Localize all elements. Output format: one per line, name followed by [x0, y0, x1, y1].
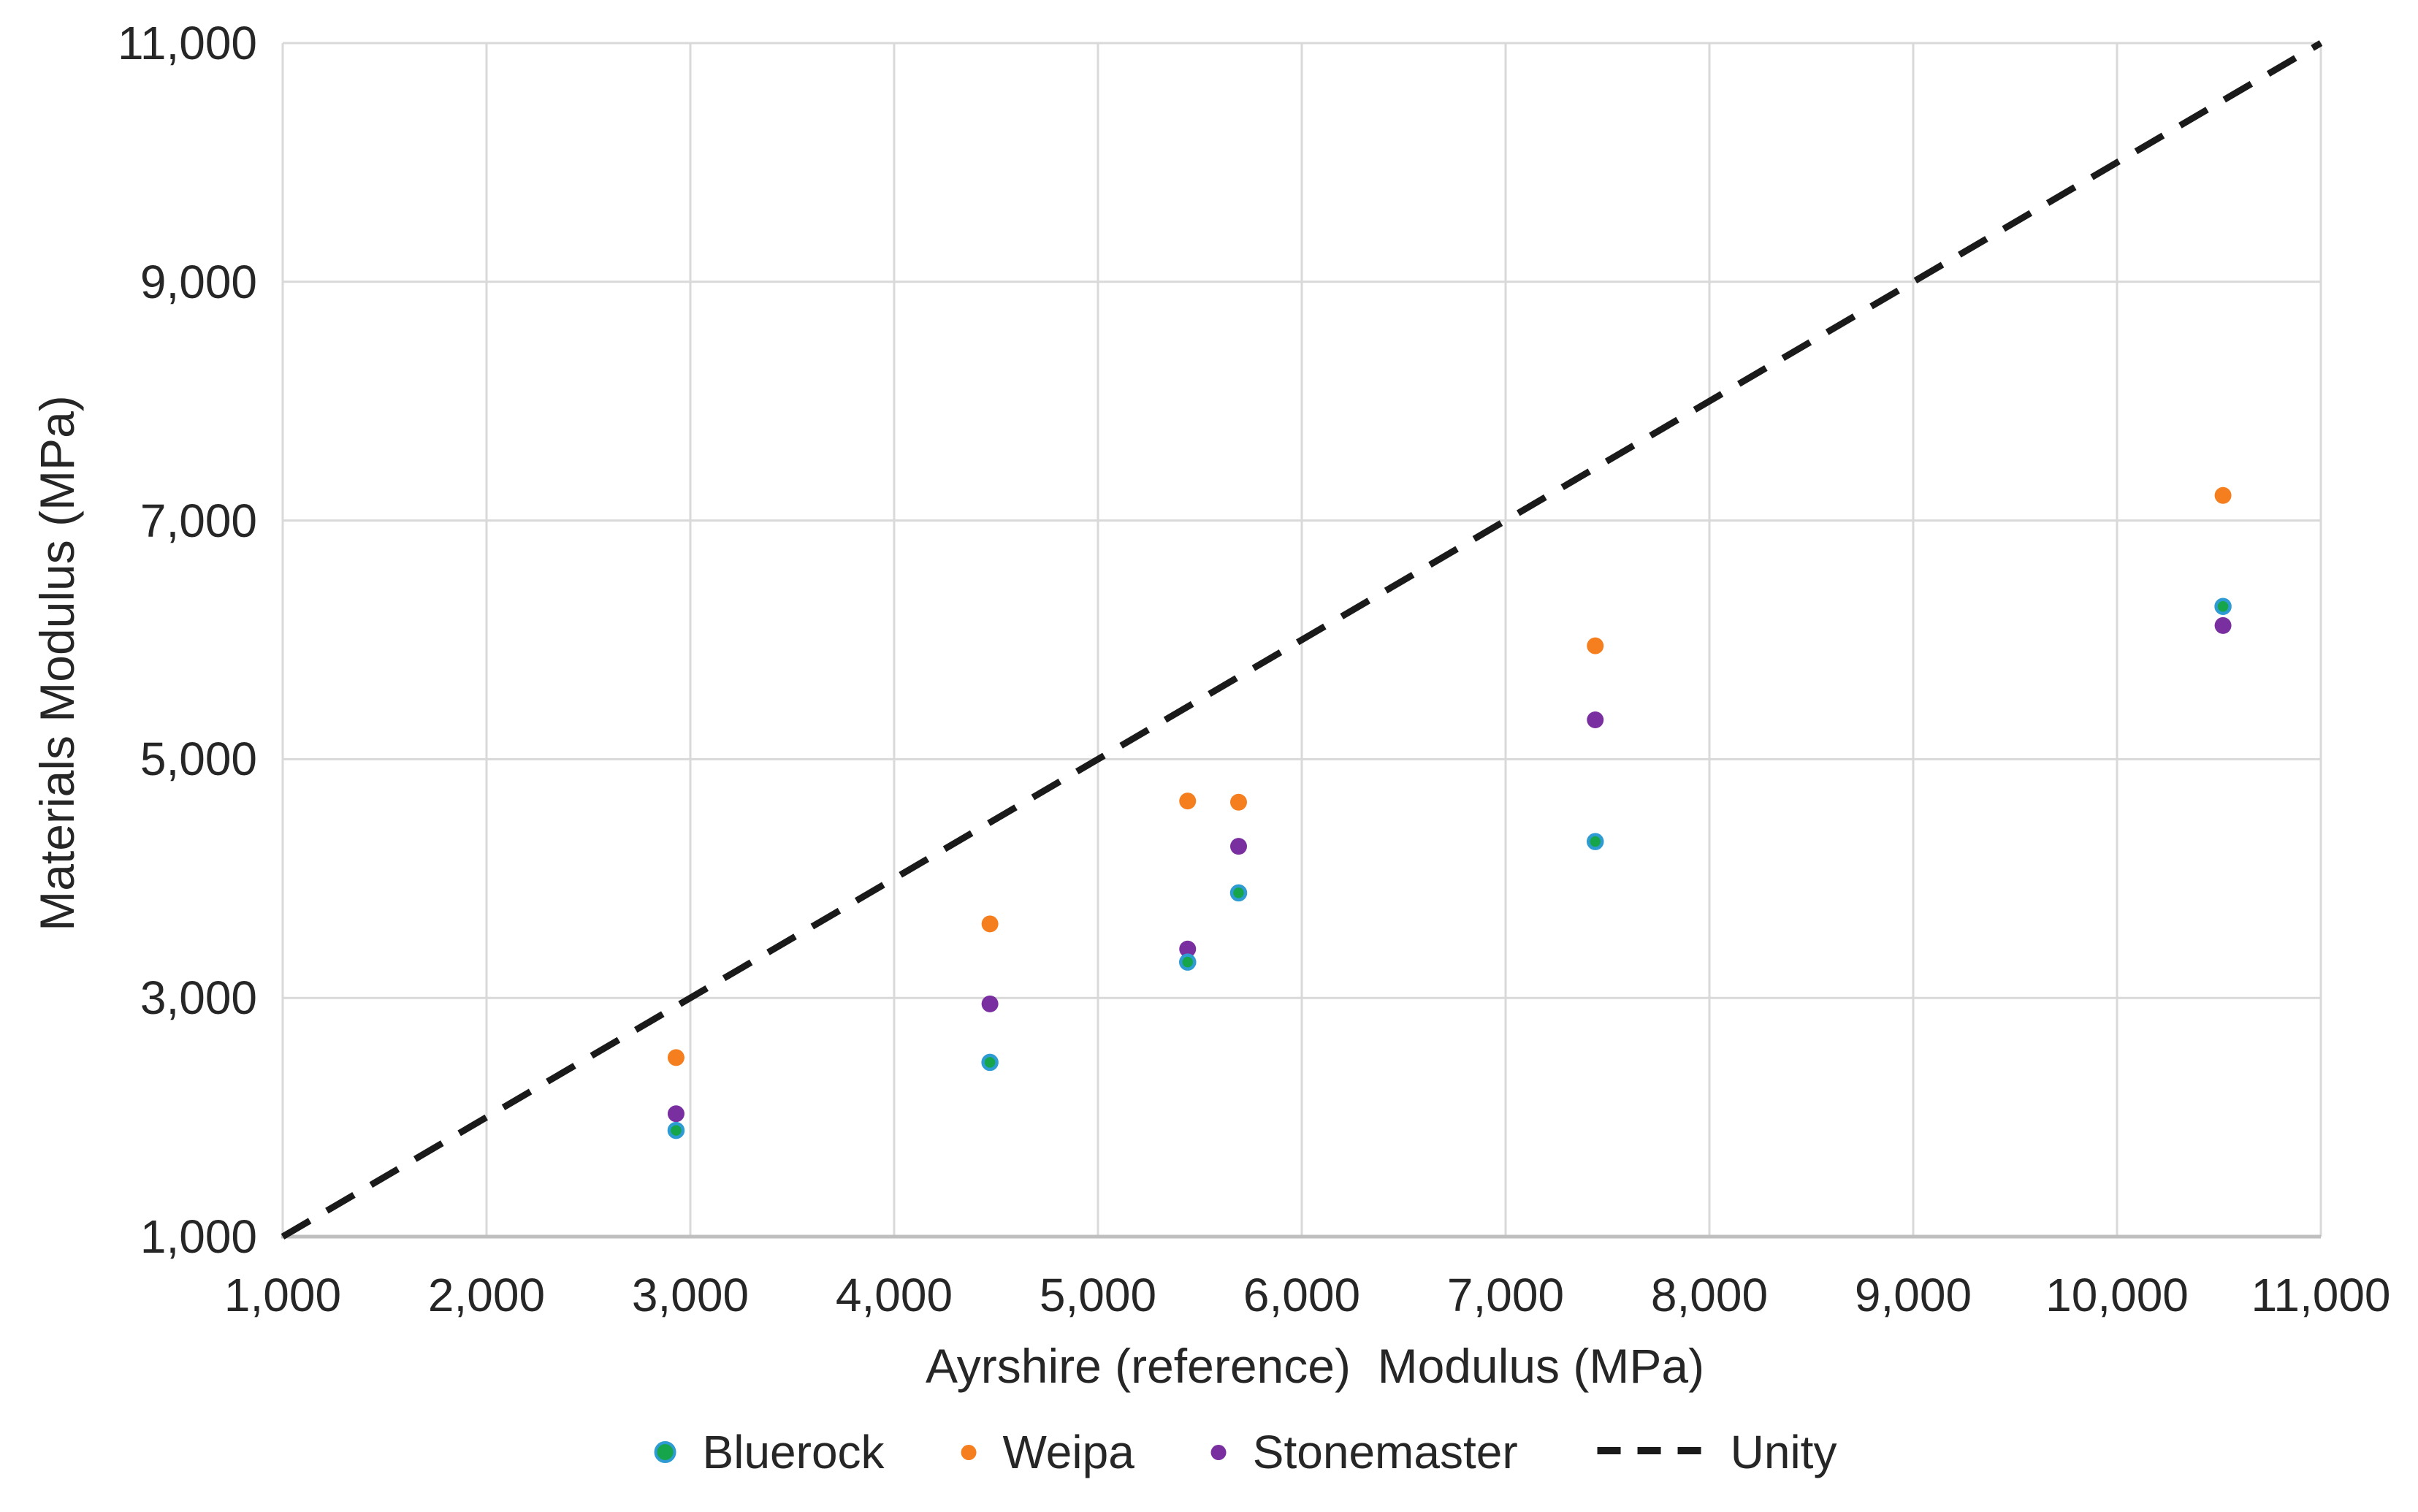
unity-dash-icon: [1595, 1442, 1704, 1463]
data-point-bluerock: [2214, 597, 2232, 615]
y-tick-label: 1,000: [140, 1210, 257, 1263]
x-tick-label: 8,000: [1650, 1269, 1769, 1321]
data-point-bluerock: [1229, 884, 1248, 902]
legend-item-weipa: Weipa: [961, 1426, 1134, 1478]
data-point-stonemaster: [2214, 616, 2232, 634]
x-tick-label: 6,000: [1243, 1269, 1361, 1321]
x-tick-label: 4,000: [835, 1269, 953, 1321]
x-tick-label: 3,000: [631, 1269, 750, 1321]
y-axis-title: Materials Modulus (MPa): [30, 395, 84, 931]
weipa-marker-icon: [961, 1444, 977, 1460]
x-tick-label: 9,000: [1854, 1269, 1972, 1321]
data-point-weipa: [667, 1049, 684, 1066]
x-axis-title: Ayrshire (reference) Modulus (MPa): [925, 1339, 1705, 1393]
stonemaster-marker-icon: [1210, 1444, 1227, 1460]
data-point-bluerock: [667, 1121, 685, 1139]
data-point-bluerock: [1179, 953, 1197, 971]
data-point-bluerock: [981, 1053, 999, 1072]
x-tick-label: 10,000: [2045, 1269, 2189, 1321]
data-point-stonemaster: [981, 995, 999, 1012]
data-point-stonemaster: [1587, 711, 1604, 728]
legend-item-stonemaster: Stonemaster: [1210, 1426, 1518, 1478]
y-tick-label: 11,000: [118, 17, 257, 69]
legend-label: Weipa: [1002, 1426, 1134, 1478]
legend-label: Bluerock: [702, 1426, 885, 1478]
data-point-bluerock: [1587, 833, 1604, 850]
legend-item-unity: Unity: [1595, 1426, 1837, 1478]
legend-label: Unity: [1730, 1426, 1837, 1478]
x-tick-label: 11,000: [2251, 1269, 2391, 1321]
y-tick-label: 9,000: [140, 255, 257, 308]
data-point-weipa: [1179, 793, 1197, 810]
data-point-weipa: [2214, 486, 2232, 504]
data-point-weipa: [1230, 793, 1248, 811]
data-point-stonemaster: [1179, 940, 1197, 958]
x-tick-label: 7,000: [1446, 1269, 1565, 1321]
y-tick-label: 7,000: [140, 494, 257, 547]
unity-line: [281, 40, 2323, 1240]
x-tick-label: 1,000: [224, 1269, 342, 1321]
data-point-weipa: [1587, 637, 1604, 654]
y-tick-label: 5,000: [140, 733, 257, 786]
y-tick-label: 3,000: [140, 971, 257, 1025]
x-tick-label: 2,000: [427, 1269, 546, 1321]
data-point-stonemaster: [1230, 838, 1248, 855]
legend-label: Stonemaster: [1252, 1426, 1518, 1478]
bluerock-marker-icon: [654, 1441, 676, 1463]
legend: Bluerock Weipa Stonemaster Unity: [654, 1426, 1837, 1478]
x-tick-label: 5,000: [1039, 1269, 1157, 1321]
legend-item-bluerock: Bluerock: [654, 1426, 885, 1478]
data-point-weipa: [981, 915, 999, 933]
data-point-stonemaster: [667, 1105, 684, 1123]
